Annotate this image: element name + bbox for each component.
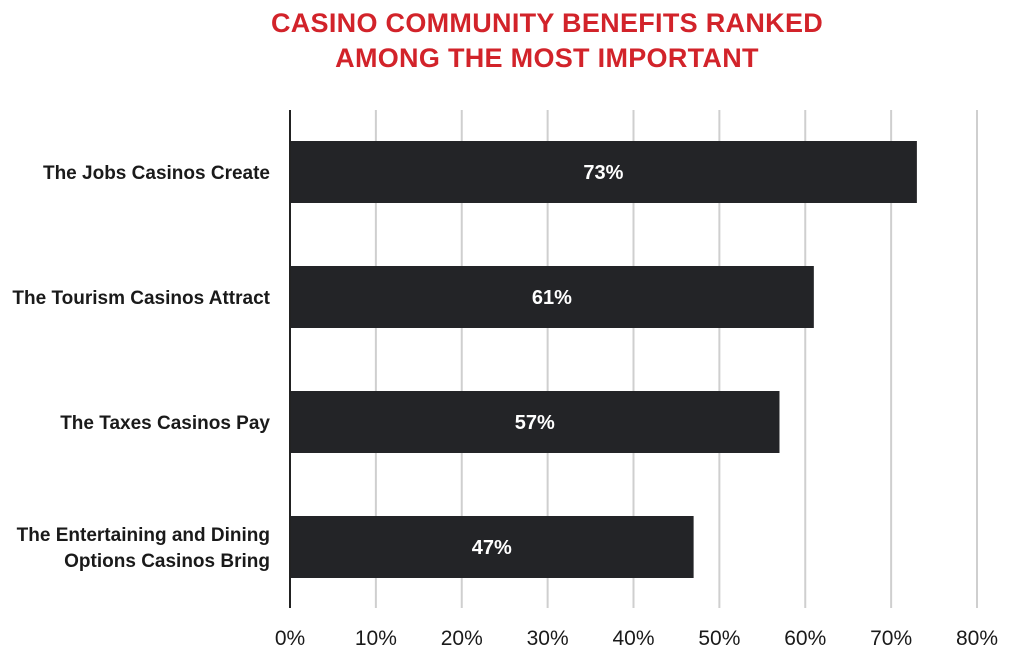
x-tick-label-50: 50% — [698, 627, 740, 650]
x-tick-label-70: 70% — [870, 627, 912, 650]
bar-3 — [290, 391, 780, 453]
x-tick-label-10: 10% — [355, 627, 397, 650]
x-tick-label-80: 80% — [956, 627, 998, 650]
chart-title: CASINO COMMUNITY BENEFITS RANKED AMONG T… — [0, 6, 1024, 76]
x-tick-labels: 0% 10% 20% 30% 40% 50% 60% 70% 80% — [275, 627, 998, 650]
bar-value-label-2: 61% — [532, 287, 572, 309]
category-label-1: The Jobs Casinos Create — [43, 163, 270, 184]
bar-value-label-4: 47% — [472, 537, 512, 559]
x-tick-label-30: 30% — [527, 627, 569, 650]
bars: 73% 61% 57% 47% — [290, 141, 917, 578]
category-label-2: The Tourism Casinos Attract — [12, 288, 270, 309]
category-label-3-line-1: The Taxes Casinos Pay — [60, 413, 270, 434]
bar-2 — [290, 266, 814, 328]
x-tick-label-40: 40% — [612, 627, 654, 650]
bar-value-label-1: 73% — [583, 162, 623, 184]
x-tick-label-60: 60% — [784, 627, 826, 650]
category-label-2-line-1: The Tourism Casinos Attract — [12, 288, 270, 309]
category-labels: The Jobs Casinos Create The Tourism Casin… — [12, 163, 270, 572]
bar-value-label-3: 57% — [515, 412, 555, 434]
chart-title-line-1: CASINO COMMUNITY BENEFITS RANKED — [270, 8, 824, 38]
bar-1 — [290, 141, 917, 203]
bar-4 — [290, 516, 694, 578]
chart-title-line-2: AMONG THE MOST IMPORTANT — [335, 43, 759, 73]
x-tick-label-20: 20% — [441, 627, 483, 650]
category-label-1-line-1: The Jobs Casinos Create — [43, 163, 270, 184]
x-tick-label-0: 0% — [275, 627, 305, 650]
category-label-4: The Entertaining and Dining Options Casin… — [17, 525, 270, 572]
category-label-4-line-2: Options Casinos Bring — [64, 551, 270, 572]
category-label-4-line-1: The Entertaining and Dining — [17, 525, 270, 546]
category-label-3: The Taxes Casinos Pay — [60, 413, 270, 434]
